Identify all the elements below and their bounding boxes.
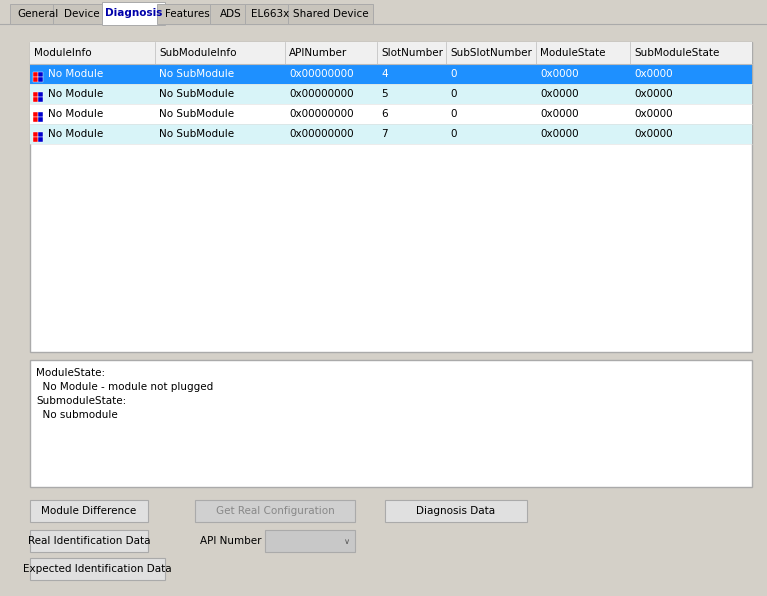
Text: ModuleState: ModuleState xyxy=(540,48,605,58)
Bar xyxy=(38,97,42,101)
Text: 0x0000: 0x0000 xyxy=(634,129,673,139)
Text: No Module: No Module xyxy=(48,109,104,119)
Text: 4: 4 xyxy=(381,69,387,79)
Bar xyxy=(38,137,42,141)
Text: 0: 0 xyxy=(450,89,456,99)
Bar xyxy=(265,530,355,552)
Text: Device: Device xyxy=(64,9,99,19)
Text: SubModuleState: SubModuleState xyxy=(634,48,719,58)
Bar xyxy=(33,137,38,141)
Text: Expected Identification Data: Expected Identification Data xyxy=(23,564,172,574)
Bar xyxy=(210,4,251,24)
Text: Features: Features xyxy=(165,9,209,19)
Bar xyxy=(33,92,38,97)
Bar xyxy=(30,500,148,522)
Text: SubModuleInfo: SubModuleInfo xyxy=(159,48,236,58)
Bar xyxy=(38,77,42,82)
Text: 0x0000: 0x0000 xyxy=(634,69,673,79)
Bar xyxy=(30,530,148,552)
Text: SubmoduleState:: SubmoduleState: xyxy=(36,396,127,406)
Bar xyxy=(38,117,42,122)
Text: SlotNumber: SlotNumber xyxy=(381,48,443,58)
Text: No Module: No Module xyxy=(48,89,104,99)
Text: API Number: API Number xyxy=(200,536,262,546)
Text: ModuleInfo: ModuleInfo xyxy=(34,48,91,58)
Bar xyxy=(157,4,217,24)
Bar xyxy=(10,4,65,24)
Bar xyxy=(38,132,42,136)
Text: No Module - module not plugged: No Module - module not plugged xyxy=(36,382,213,392)
Text: No SubModule: No SubModule xyxy=(159,129,234,139)
Bar xyxy=(33,132,38,136)
Text: 6: 6 xyxy=(381,109,387,119)
Text: 0x0000: 0x0000 xyxy=(634,109,673,119)
Text: No SubModule: No SubModule xyxy=(159,89,234,99)
Text: Diagnosis: Diagnosis xyxy=(105,8,162,18)
Text: 5: 5 xyxy=(381,89,387,99)
Text: 0: 0 xyxy=(450,109,456,119)
Text: Shared Device: Shared Device xyxy=(293,9,368,19)
Text: 0x0000: 0x0000 xyxy=(634,89,673,99)
Text: 0: 0 xyxy=(450,69,456,79)
Text: 0: 0 xyxy=(450,129,456,139)
Bar xyxy=(0,24,767,490)
Bar xyxy=(33,117,38,122)
Bar xyxy=(30,558,165,580)
Bar xyxy=(30,360,752,487)
Text: ∨: ∨ xyxy=(344,536,350,545)
Text: 0x0000: 0x0000 xyxy=(540,129,578,139)
Bar xyxy=(102,2,165,25)
Text: No SubModule: No SubModule xyxy=(159,69,234,79)
Bar xyxy=(33,112,38,116)
Text: EL663x: EL663x xyxy=(252,9,290,19)
Text: 0x0000: 0x0000 xyxy=(540,109,578,119)
Text: Real Identification Data: Real Identification Data xyxy=(28,536,150,546)
Text: SubSlotNumber: SubSlotNumber xyxy=(450,48,532,58)
Text: Module Difference: Module Difference xyxy=(41,506,137,516)
Bar xyxy=(385,500,527,522)
Bar xyxy=(30,42,752,64)
Text: No submodule: No submodule xyxy=(36,410,118,420)
Text: 0x00000000: 0x00000000 xyxy=(289,109,354,119)
Bar xyxy=(288,4,373,24)
Bar xyxy=(30,84,752,104)
Text: 0x0000: 0x0000 xyxy=(540,89,578,99)
Bar xyxy=(245,4,296,24)
Text: ADS: ADS xyxy=(219,9,242,19)
Text: Get Real Configuration: Get Real Configuration xyxy=(216,506,334,516)
Text: 0x00000000: 0x00000000 xyxy=(289,89,354,99)
Bar xyxy=(38,92,42,97)
Bar xyxy=(38,72,42,76)
Text: No Module: No Module xyxy=(48,69,104,79)
Bar xyxy=(33,97,38,101)
Bar xyxy=(30,64,752,84)
Text: 0x00000000: 0x00000000 xyxy=(289,129,354,139)
Bar xyxy=(38,112,42,116)
Bar xyxy=(30,124,752,144)
Text: ModuleState:: ModuleState: xyxy=(36,368,105,378)
Bar xyxy=(195,500,355,522)
Bar xyxy=(33,72,38,76)
Text: 0x0000: 0x0000 xyxy=(540,69,578,79)
Bar xyxy=(33,77,38,82)
Text: General: General xyxy=(17,9,58,19)
Text: APINumber: APINumber xyxy=(289,48,347,58)
Text: No Module: No Module xyxy=(48,129,104,139)
Text: No SubModule: No SubModule xyxy=(159,109,234,119)
Text: Diagnosis Data: Diagnosis Data xyxy=(416,506,495,516)
Bar xyxy=(30,42,752,352)
Bar xyxy=(53,4,110,24)
Text: 0x00000000: 0x00000000 xyxy=(289,69,354,79)
Bar xyxy=(30,104,752,124)
Text: 7: 7 xyxy=(381,129,387,139)
